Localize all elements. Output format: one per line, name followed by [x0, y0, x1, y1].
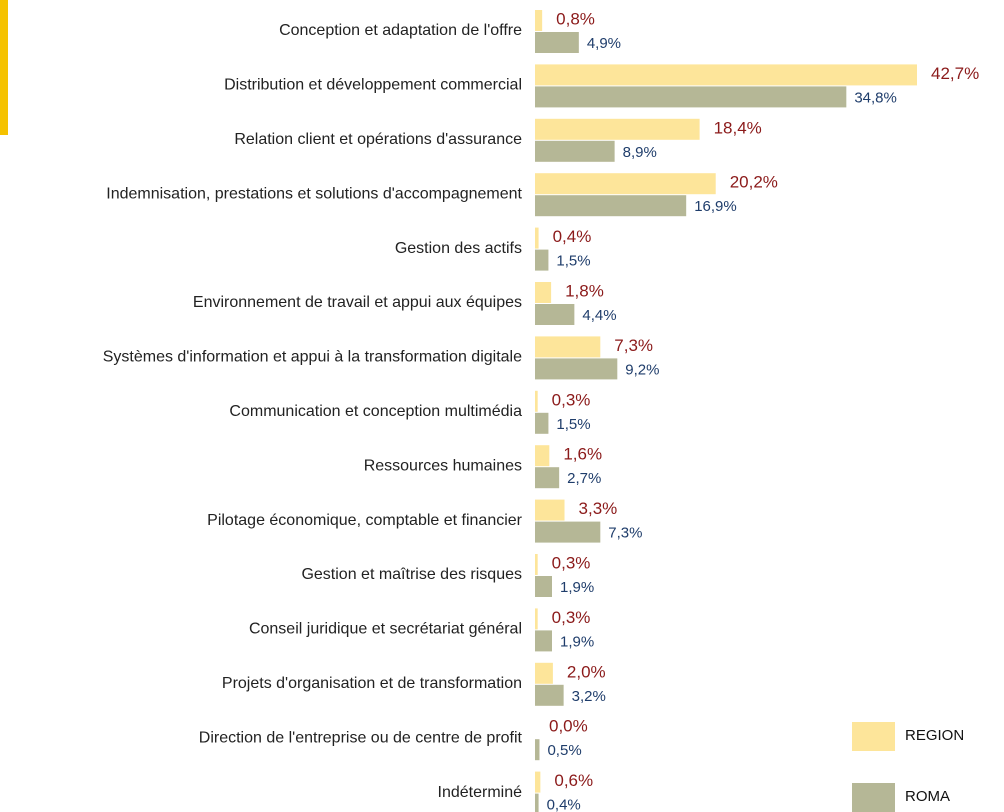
- bar: [535, 576, 552, 597]
- value-label: 3,3%: [579, 499, 618, 518]
- value-label: 20,2%: [730, 173, 778, 192]
- bar: [535, 140, 615, 162]
- category-label: Relation client et opérations d'assuranc…: [234, 131, 522, 148]
- value-label: 9,2%: [625, 361, 659, 378]
- legend-label: REGION: [905, 727, 964, 744]
- value-label: 0,4%: [547, 797, 581, 812]
- bar: [535, 282, 552, 303]
- bar: [535, 412, 549, 434]
- value-label: 1,5%: [556, 253, 590, 270]
- accent-bar: [0, 0, 8, 135]
- value-label: 1,9%: [560, 579, 594, 596]
- bar: [535, 608, 538, 630]
- value-label: 8,9%: [623, 144, 657, 161]
- legend-swatch: [852, 783, 895, 812]
- legend-label: ROMA: [905, 788, 950, 805]
- bar: [535, 118, 700, 140]
- category-label: Environnement de travail et appui aux éq…: [193, 294, 522, 311]
- category-label: Distribution et développement commercial: [224, 77, 522, 94]
- bar: [535, 684, 564, 706]
- bar: [535, 467, 560, 489]
- value-label: 16,9%: [694, 198, 737, 215]
- category-label: Pilotage économique, comptable et financ…: [207, 512, 523, 529]
- bar: [535, 10, 543, 31]
- value-label: 34,8%: [854, 89, 897, 106]
- bar: [535, 445, 550, 467]
- value-label: 7,3%: [614, 336, 653, 355]
- value-label: 42,7%: [931, 64, 979, 83]
- category-label: Indemnisation, prestations et solutions …: [106, 185, 522, 202]
- legend-swatch: [852, 722, 895, 751]
- bar: [535, 739, 540, 761]
- bar: [535, 249, 549, 271]
- category-label: Direction de l'entreprise ou de centre d…: [199, 729, 523, 746]
- category-label: Indéterminé: [438, 784, 523, 801]
- bar: [535, 662, 553, 684]
- bar: [535, 390, 538, 412]
- category-label: Projets d'organisation et de transformat…: [222, 675, 522, 692]
- bar: [535, 793, 539, 812]
- bar: [535, 173, 716, 195]
- value-label: 4,4%: [582, 307, 616, 324]
- bar: [535, 554, 538, 575]
- value-label: 0,0%: [549, 717, 588, 736]
- category-label: Gestion et maîtrise des risques: [301, 566, 522, 583]
- bar: [535, 304, 575, 325]
- value-label: 0,3%: [552, 608, 591, 627]
- value-label: 7,3%: [608, 525, 642, 542]
- value-label: 1,9%: [560, 633, 594, 650]
- value-label: 2,7%: [567, 470, 601, 487]
- category-label: Conception et adaptation de l'offre: [279, 22, 522, 39]
- value-label: 0,6%: [554, 771, 593, 790]
- value-label: 1,6%: [563, 445, 602, 464]
- category-label: Gestion des actifs: [395, 240, 522, 257]
- bar: [535, 86, 847, 108]
- value-label: 1,5%: [556, 416, 590, 433]
- value-label: 3,2%: [572, 688, 606, 705]
- bar: [535, 499, 565, 521]
- value-label: 0,3%: [552, 553, 591, 572]
- value-label: 4,9%: [587, 35, 621, 52]
- value-label: 1,8%: [565, 281, 604, 300]
- value-label: 0,4%: [553, 227, 592, 246]
- bar: [535, 64, 917, 86]
- category-label: Communication et conception multimédia: [229, 403, 522, 420]
- bar: [535, 336, 601, 358]
- category-label: Ressources humaines: [364, 457, 522, 474]
- value-label: 0,3%: [552, 390, 591, 409]
- bar: [535, 195, 687, 217]
- value-label: 0,5%: [547, 742, 581, 759]
- value-label: 0,8%: [556, 9, 595, 28]
- category-label: Conseil juridique et secrétariat général: [249, 621, 522, 638]
- value-label: 18,4%: [714, 118, 762, 137]
- bar: [535, 32, 579, 53]
- bar: [535, 358, 618, 380]
- bar: [535, 521, 601, 543]
- bar: [535, 771, 541, 793]
- bar: [535, 227, 539, 249]
- bar: [535, 630, 552, 652]
- category-label: Systèmes d'information et appui à la tra…: [103, 349, 522, 366]
- value-label: 2,0%: [567, 662, 606, 681]
